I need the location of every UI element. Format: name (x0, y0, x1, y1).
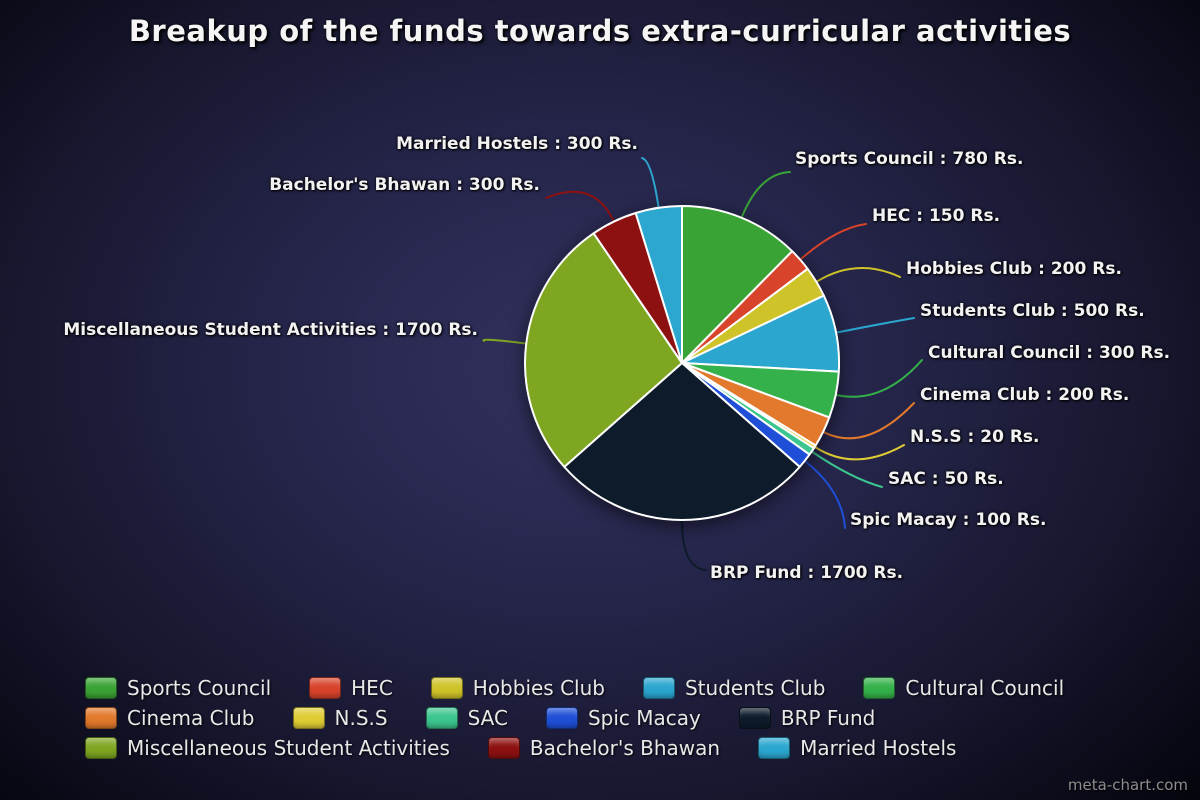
legend-item-cinema-club: Cinema Club (85, 706, 255, 730)
legend-label: BRP Fund (780, 706, 876, 730)
pie-slice-sports-council (681, 205, 794, 364)
legend-item-n-s-s: N.S.S (292, 706, 388, 730)
legend-swatch-hec (309, 677, 342, 699)
chart-legend: Sports Council HEC Hobbies Club Students Cl… (85, 676, 1064, 760)
legend-label: Sports Council (127, 676, 272, 700)
callout-line-cinema-club (823, 402, 915, 440)
callout-line-hobbies-club (816, 267, 901, 283)
slice-label-sports-council: Sports Council : 780 Rs. (795, 149, 1024, 169)
legend-item-brp-fund: BRP Fund (738, 706, 876, 730)
legend-swatch-sports-council (85, 677, 117, 699)
legend-label: Cinema Club (127, 706, 255, 730)
legend-label: Students Club (684, 676, 826, 700)
legend-swatch-students-club (642, 677, 675, 699)
pie-slice-brp-fund (563, 362, 801, 521)
slice-label-sac: SAC : 50 Rs. (888, 469, 1004, 489)
legend-item-bachelor-s-bhawan: Bachelor's Bhawan (487, 736, 721, 760)
callout-line-students-club (836, 317, 915, 334)
slice-label-hec: HEC : 150 Rs. (872, 206, 1001, 226)
callout-line-sports-council (740, 171, 791, 218)
legend-label: Cultural Council (905, 676, 1065, 700)
legend-label: Bachelor's Bhawan (529, 736, 721, 760)
legend-item-hobbies-club: Hobbies Club (430, 676, 605, 700)
legend-swatch-spic-macay (545, 707, 578, 729)
callout-line-sac (811, 451, 883, 488)
watermark: meta-chart.com (1067, 776, 1188, 794)
slice-label-married-hostels: Married Hostels : 300 Rs. (396, 134, 638, 154)
legend-label: SAC (467, 706, 508, 730)
legend-item-miscellaneous-student-activities: Miscellaneous Student Activities (85, 736, 450, 760)
callout-line-brp-fund (681, 520, 707, 571)
legend-label: Married Hostels (800, 736, 957, 760)
legend-swatch-cinema-club (85, 707, 117, 729)
legend-item-sports-council: Sports Council (85, 676, 271, 700)
chart-title: Breakup of the funds towards extra-curri… (128, 14, 1072, 48)
legend-label: Spic Macay (587, 706, 701, 730)
callout-line-cultural-council (835, 359, 923, 398)
legend-item-spic-macay: Spic Macay (545, 706, 701, 730)
legend-label: Miscellaneous Student Activities (127, 736, 450, 760)
legend-swatch-married-hostels (758, 737, 791, 759)
legend-swatch-n-s-s (292, 707, 325, 729)
legend-row: Miscellaneous Student Activities Bachelor… (85, 736, 1064, 760)
legend-row: Sports Council HEC Hobbies Club Students Cl… (85, 676, 1064, 700)
legend-item-sac: SAC (425, 706, 508, 730)
pie-slice-miscellaneous-student-activities (524, 232, 683, 468)
slice-label-cinema-club: Cinema Club : 200 Rs. (920, 385, 1130, 405)
slice-label-n-s-s: N.S.S : 20 Rs. (910, 427, 1040, 447)
legend-label: Hobbies Club (472, 676, 605, 700)
slice-label-brp-fund: BRP Fund : 1700 Rs. (710, 563, 904, 583)
slice-label-cultural-council: Cultural Council : 300 Rs. (928, 343, 1171, 363)
legend-label: N.S.S (334, 706, 388, 730)
legend-swatch-hobbies-club (430, 677, 463, 699)
callout-line-hec (800, 223, 867, 260)
pie-slice-married-hostels (634, 205, 683, 364)
legend-item-married-hostels: Married Hostels (758, 736, 956, 760)
legend-item-students-club: Students Club (642, 676, 826, 700)
slice-label-hobbies-club: Hobbies Club : 200 Rs. (906, 259, 1122, 279)
slice-label-students-club: Students Club : 500 Rs. (920, 301, 1145, 321)
legend-swatch-sac (425, 707, 458, 729)
pie-slices (524, 205, 841, 521)
legend-swatch-bachelor-s-bhawan (487, 737, 520, 759)
legend-swatch-miscellaneous-student-activities (85, 737, 117, 759)
legend-item-hec: HEC (309, 676, 393, 700)
callout-line-married-hostels (641, 157, 660, 208)
legend-row: Cinema Club N.S.S SAC Spic Macay BRP Fund (85, 706, 1064, 730)
legend-swatch-brp-fund (738, 707, 771, 729)
slice-label-miscellaneous-student-activities: Miscellaneous Student Activities : 1700 … (63, 320, 478, 340)
slice-label-spic-macay: Spic Macay : 100 Rs. (850, 510, 1047, 530)
slice-label-bachelor-s-bhawan: Bachelor's Bhawan : 300 Rs. (269, 175, 540, 195)
callout-line-n-s-s (814, 444, 905, 461)
legend-item-cultural-council: Cultural Council (863, 676, 1064, 700)
callout-line-miscellaneous-student-activities (482, 338, 527, 345)
legend-swatch-cultural-council (863, 677, 896, 699)
callout-line-spic-macay (804, 460, 846, 529)
callout-line-bachelor-s-bhawan (545, 190, 615, 222)
callout-lines (482, 157, 923, 571)
legend-label: HEC (351, 676, 393, 700)
